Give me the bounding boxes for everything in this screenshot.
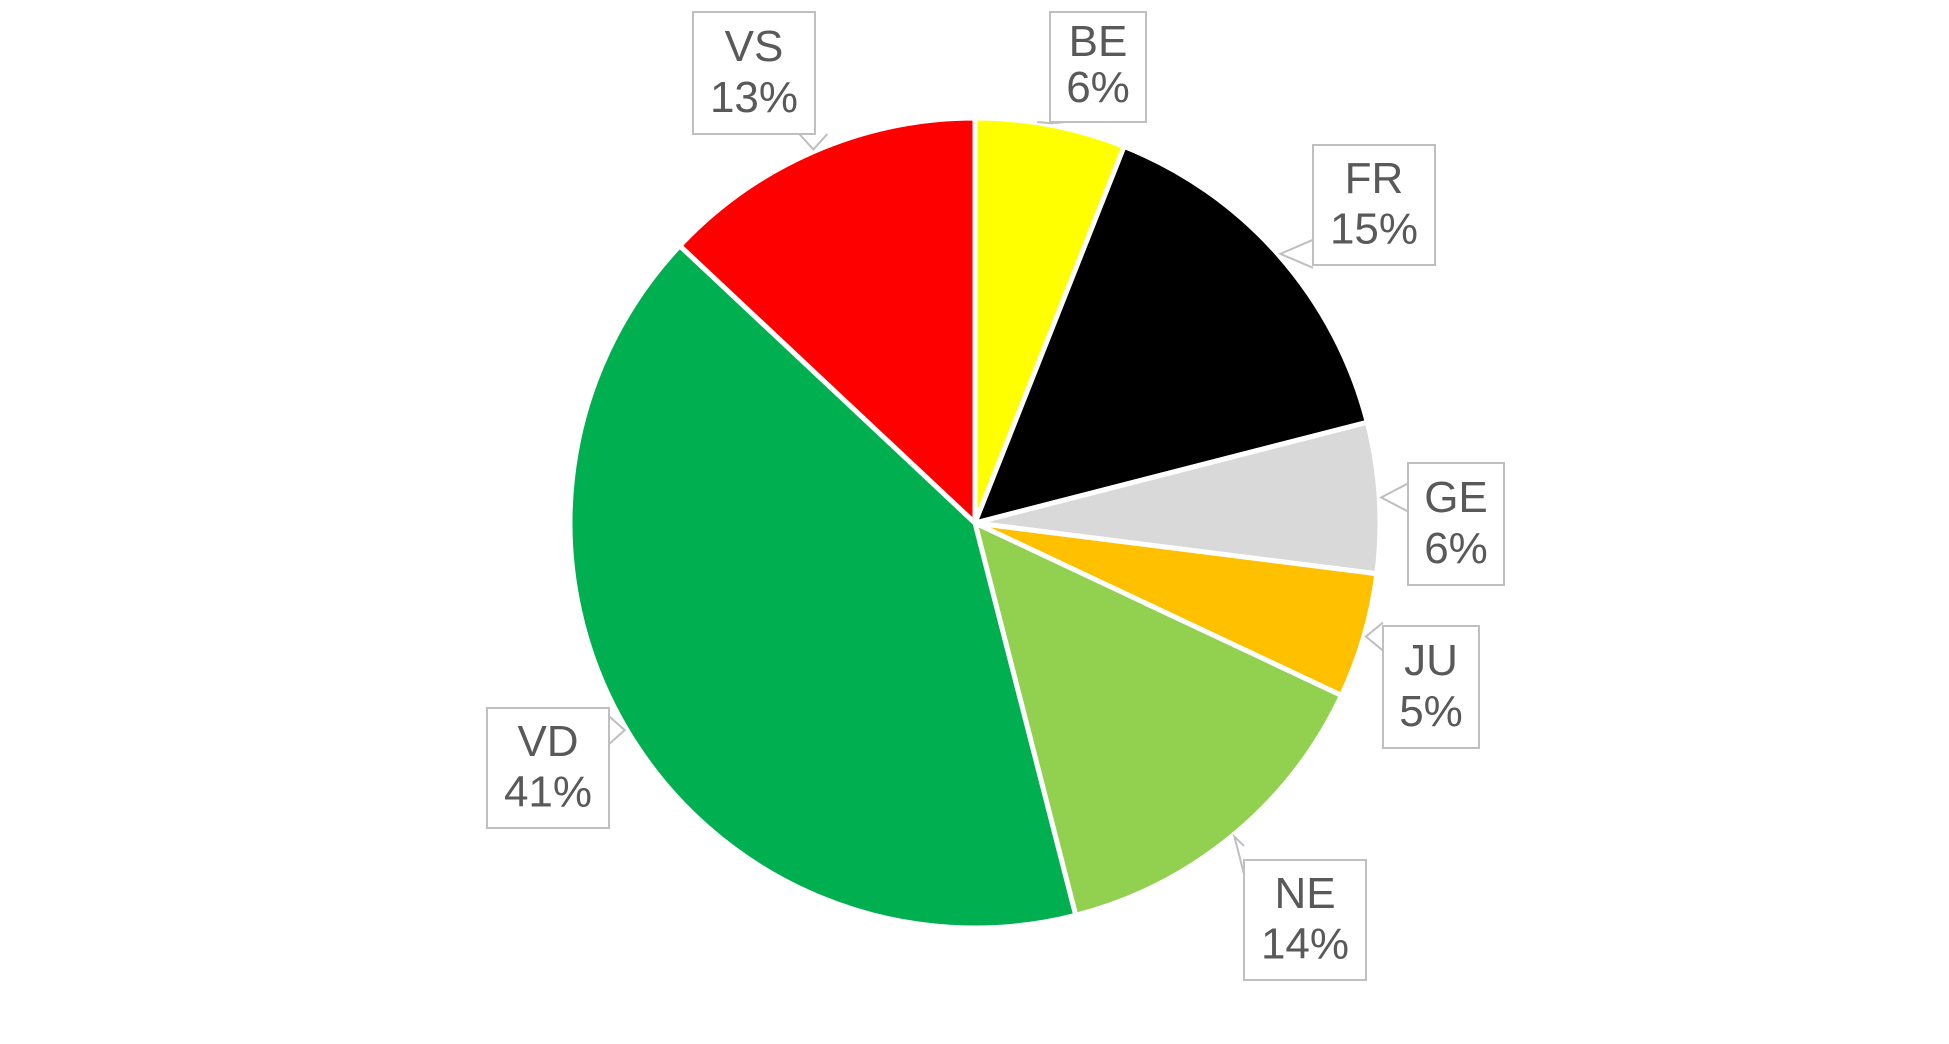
label-box-ju [1382,625,1480,749]
slice-category-label: FR [1345,154,1404,203]
slice-category-label: GE [1424,473,1488,522]
slice-category-label: JU [1404,636,1458,685]
slice-percent-label: 6% [1066,63,1130,112]
slice-percent-label: 5% [1399,687,1463,736]
leader-line-vs [798,133,829,151]
data-label-ge: GE6% [1379,462,1505,586]
data-label-ju: JU5% [1364,621,1480,749]
leader-line-vd [608,715,627,745]
label-box-vd [486,707,610,829]
pie-slice-be [972,115,1127,526]
slice-category-label: NE [1274,869,1335,918]
pie-slice-vd [567,243,1079,931]
label-box-vs [692,11,816,135]
label-box-ne [1243,859,1367,981]
slice-percent-label: 13% [710,73,798,122]
label-box-ge [1407,462,1505,586]
pie-slice-ge [972,419,1383,577]
leader-line-ge [1379,482,1409,513]
slice-category-label: VD [517,717,578,766]
slice-category-label: VS [725,22,784,71]
label-box-be [1049,11,1147,123]
slice-percent-label: 14% [1261,919,1349,968]
leader-line-fr [1277,238,1314,269]
slice-percent-label: 41% [504,767,592,816]
slice-percent-label: 6% [1424,524,1488,573]
label-box-fr [1312,144,1436,266]
pie-slice-vs [677,115,978,526]
leader-line-ne [1232,833,1245,875]
slice-category-label: BE [1069,17,1128,66]
slice-percent-label: 15% [1330,204,1418,253]
leader-line-ju [1364,621,1384,652]
pie-slices [567,115,1383,931]
pie-slice-fr [972,143,1370,526]
data-label-be: BE6% [1037,11,1147,125]
